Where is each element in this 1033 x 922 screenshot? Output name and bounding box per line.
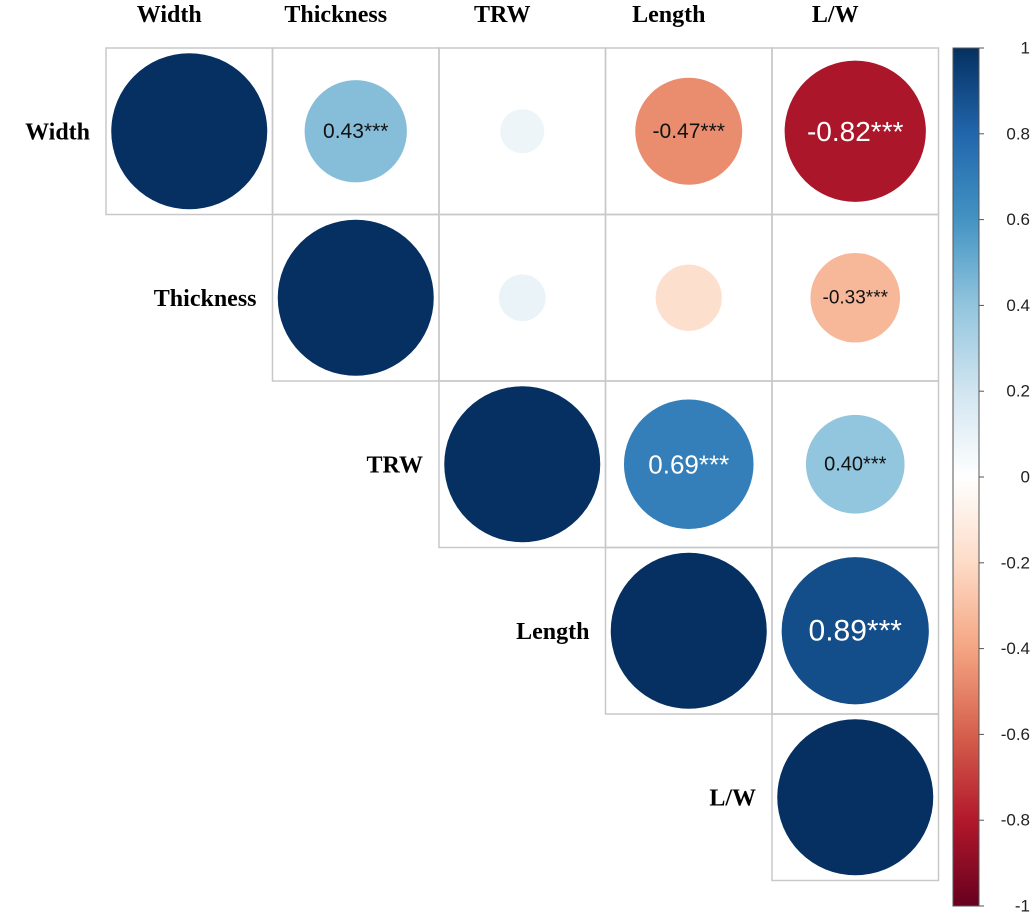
col-label-l-w: L/W <box>812 2 859 28</box>
colorbar-tick-label: 0.2 <box>1006 382 1030 401</box>
col-label-thickness: Thickness <box>284 2 387 28</box>
coef-label-width-thickness: 0.43*** <box>323 120 388 143</box>
coef-label-trw-length: 0.69*** <box>648 449 729 479</box>
coef-label-length-l-w: 0.89*** <box>809 614 903 647</box>
colorbar-gradient <box>952 47 980 907</box>
corr-circle-thickness-thickness <box>277 219 434 376</box>
corr-circle-width-trw <box>500 109 545 154</box>
col-label-trw: TRW <box>474 2 531 28</box>
corr-circle-width-length <box>635 77 743 185</box>
row-label-l-w: L/W <box>709 785 756 811</box>
corr-circle-trw-l-w <box>805 414 905 514</box>
colorbar-tick-label: 0.6 <box>1006 210 1030 229</box>
corr-circle-thickness-length <box>655 264 722 331</box>
row-label-thickness: Thickness <box>154 286 257 312</box>
col-label-width: Width <box>137 2 202 28</box>
corr-circle-width-thickness <box>304 80 407 183</box>
corr-circle-thickness-l-w <box>810 252 901 343</box>
colorbar-tick-label: -0.8 <box>1001 811 1030 830</box>
colorbar-tick-label: 0 <box>1021 468 1030 487</box>
colorbar-tick-label: -0.2 <box>1001 553 1030 572</box>
corr-circle-trw-trw <box>444 386 601 543</box>
circles-layer <box>111 53 934 876</box>
corr-circle-l-w-l-w <box>777 719 934 876</box>
cells-layer <box>105 47 940 882</box>
coef-label-trw-l-w: 0.40*** <box>824 453 886 475</box>
corr-circle-length-length <box>610 552 767 709</box>
colorbar-tick-label: 1 <box>1021 39 1030 58</box>
col-label-length: Length <box>632 2 705 28</box>
row-label-trw: TRW <box>367 452 424 478</box>
coef-label-thickness-l-w: -0.33*** <box>823 287 889 308</box>
colorbar-tick-label: 0.8 <box>1006 124 1030 143</box>
corr-circle-trw-length <box>623 399 754 530</box>
grid-cell-l-w-l-w <box>771 713 940 882</box>
corr-circle-width-l-w <box>784 60 926 202</box>
row-label-length: Length <box>516 619 589 645</box>
row-label-width: Width <box>25 119 90 145</box>
colorbar-tick-label: -0.4 <box>1001 639 1030 658</box>
coef-label-width-l-w: -0.82*** <box>807 116 904 147</box>
colorbar-tick-label: 0.4 <box>1006 296 1030 315</box>
labels-layer: 0.43*** -0.47*** -0.82*** -0.33*** 0.69*** 0.… <box>25 2 904 811</box>
corr-circle-width-width <box>111 53 268 210</box>
coef-label-width-length: -0.47*** <box>653 120 725 143</box>
colorbar: 1 0.8 0.6 0.4 0.2 0 -0.2 -0.4 -0.6 -0.8 -1 <box>952 39 1030 916</box>
colorbar-tick-label: -0.6 <box>1001 725 1030 744</box>
colorbar-tick-label: -1 <box>1015 897 1030 916</box>
corr-circle-thickness-trw <box>498 274 546 322</box>
corr-circle-length-l-w <box>781 557 929 705</box>
